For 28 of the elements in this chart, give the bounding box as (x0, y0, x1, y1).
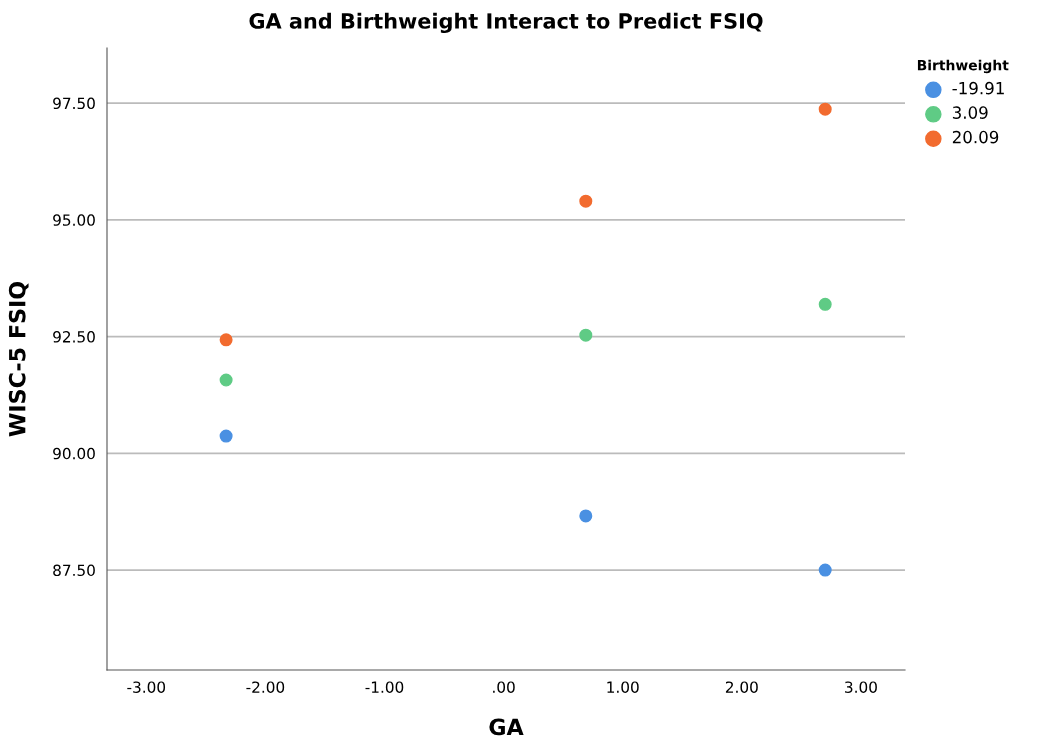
y-tick-label: 90.00 (53, 447, 95, 460)
x-tick-label: -3.00 (127, 681, 166, 693)
x-tick-label: -1.00 (365, 681, 404, 693)
y-tick-label: 87.50 (53, 564, 95, 577)
legend-label: 3.09 (952, 106, 988, 119)
legend-label: 20.09 (952, 130, 999, 144)
point (579, 194, 593, 208)
point (219, 429, 233, 443)
x-tick-label: 2.00 (725, 681, 758, 693)
point (219, 373, 233, 387)
x-tick-label: 3.00 (845, 681, 877, 693)
y-axis-title: WISC-5 FSIQ (8, 281, 29, 437)
point (818, 563, 832, 577)
y-tick-label: 95.00 (53, 214, 95, 226)
x-tick-label: -2.00 (246, 681, 285, 693)
legend-label: -19.91 (952, 81, 1004, 95)
y-tick-label: 92.50 (53, 331, 95, 343)
point (818, 297, 832, 311)
point (818, 102, 832, 116)
legend-title: Birthweight (917, 59, 1009, 74)
chart-title: GA and Birthweight Interact to Predict FSIQ (249, 12, 763, 34)
x-tick-label: 1.00 (607, 681, 639, 693)
point (579, 509, 593, 523)
point (579, 328, 593, 342)
y-tick-label: 97.50 (53, 97, 95, 110)
point (219, 333, 233, 347)
x-tick-label: .00 (493, 681, 515, 693)
x-axis-title: GA (489, 718, 524, 736)
